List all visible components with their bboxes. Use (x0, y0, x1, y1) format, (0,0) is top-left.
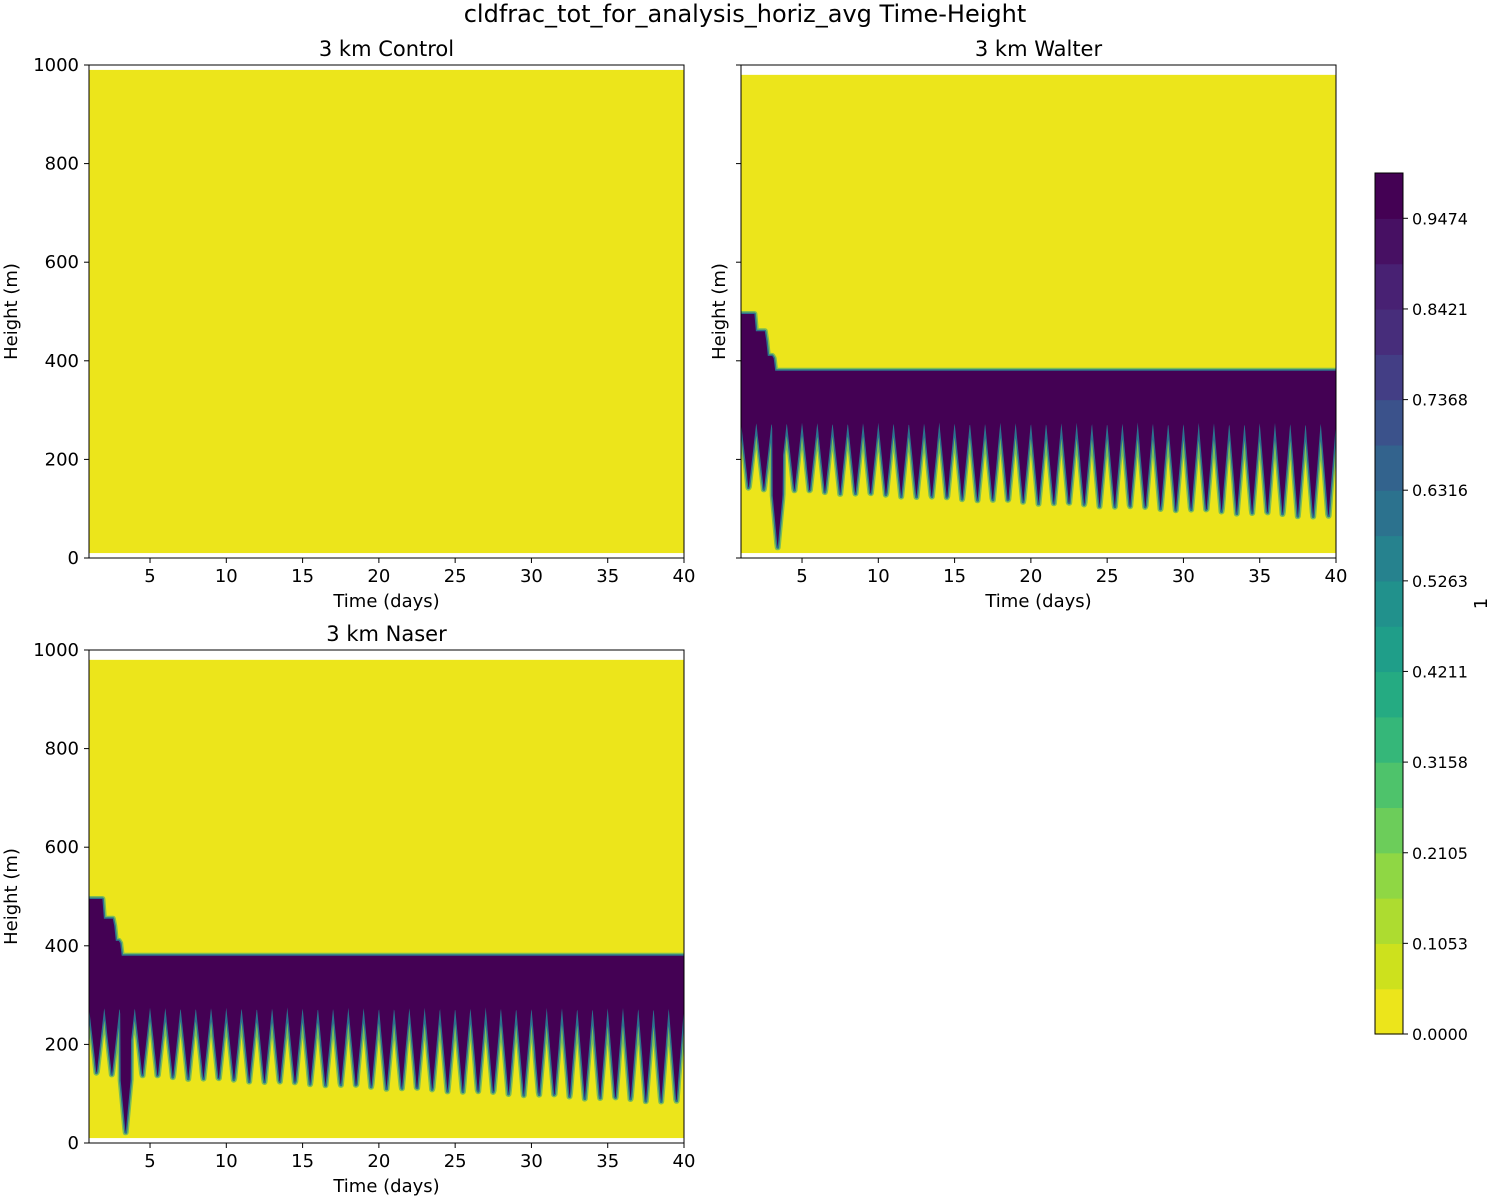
x-tick-label: 5 (144, 1151, 155, 1172)
x-tick-label: 30 (520, 566, 543, 587)
x-tick-label: 15 (291, 566, 314, 587)
colorbar-segment (1375, 444, 1403, 491)
x-tick-label: 20 (367, 1151, 390, 1172)
x-tick-label: 30 (520, 1151, 543, 1172)
panel-title: 3 km Walter (975, 37, 1103, 61)
plot-area (89, 69, 684, 554)
x-tick-label: 25 (444, 566, 467, 587)
colorbar-segment (1375, 263, 1403, 310)
y-tick-label: 400 (45, 936, 79, 957)
colorbar-tick-label: 0.0000 (1412, 1025, 1468, 1044)
x-tick-label: 40 (673, 566, 696, 587)
axes-frame (88, 649, 685, 1144)
x-tick-label: 5 (796, 566, 807, 587)
colorbar-segment (1375, 671, 1403, 718)
panel-title: 3 km Control (319, 37, 454, 61)
plot-area (741, 74, 1336, 554)
y-tick-label: 600 (45, 252, 79, 273)
x-axis-label: Time (days) (332, 591, 439, 612)
colorbar-tick-label: 0.8421 (1412, 300, 1468, 319)
y-tick-label: 400 (45, 351, 79, 372)
y-tick-label: 600 (45, 837, 79, 858)
y-axis-label: Height (m) (1, 263, 22, 360)
x-tick-label: 10 (215, 566, 238, 587)
cloud-layer (741, 314, 1336, 548)
y-tick-label: 0 (68, 1133, 79, 1154)
y-tick-label: 800 (45, 154, 79, 175)
colorbar-frame (1374, 172, 1404, 1035)
figure-suptitle: cldfrac_tot_for_analysis_horiz_avg Time-… (464, 0, 1027, 28)
colorbar-tick-label: 0.9474 (1412, 209, 1468, 228)
x-tick-label: 10 (867, 566, 890, 587)
colorbar-segment (1375, 218, 1403, 265)
colorbar-tick-label: 0.5263 (1412, 572, 1468, 591)
colorbar-segment (1375, 762, 1403, 809)
colorbar-tick-label: 0.2105 (1412, 844, 1468, 863)
colorbar-segment (1375, 716, 1403, 763)
axes-frame (88, 64, 685, 559)
colorbar-segment (1375, 943, 1403, 990)
x-tick-label: 40 (1325, 566, 1348, 587)
colorbar-tick-label: 0.1053 (1412, 934, 1468, 953)
y-tick-label: 1000 (33, 640, 79, 661)
colorbar-tick-label: 0.7368 (1412, 391, 1468, 410)
x-tick-label: 15 (291, 1151, 314, 1172)
y-tick-label: 0 (68, 548, 79, 569)
colorbar-tick-label: 0.4211 (1412, 662, 1468, 681)
colorbar-segment (1375, 626, 1403, 673)
x-tick-label: 20 (1019, 566, 1042, 587)
y-axis-label: Height (m) (1, 848, 22, 945)
x-tick-label: 25 (444, 1151, 467, 1172)
x-tick-label: 25 (1096, 566, 1119, 587)
colorbar-tick-label: 0.6316 (1412, 481, 1468, 500)
x-tick-label: 15 (943, 566, 966, 587)
colorbar: 0.0000 0.1053 0.2105 0.3158 0.4211 0.5263 0.63… (1374, 172, 1492, 1044)
field-background (89, 69, 684, 554)
colorbar-segment (1375, 354, 1403, 401)
y-axis-label: Height (m) (709, 263, 730, 360)
x-tick-label: 35 (596, 1151, 619, 1172)
x-axis-label: Time (days) (332, 1176, 439, 1197)
axes-frame (740, 64, 1337, 559)
x-axis-label: Time (days) (984, 591, 1091, 612)
colorbar-segment (1375, 490, 1403, 537)
x-tick-label: 5 (144, 566, 155, 587)
x-tick-label: 20 (367, 566, 390, 587)
y-tick-label: 200 (45, 1034, 79, 1055)
colorbar-segment (1375, 807, 1403, 854)
y-tick-label: 800 (45, 739, 79, 760)
colorbar-segment (1375, 580, 1403, 627)
colorbar-segment (1375, 852, 1403, 899)
colorbar-segment (1375, 308, 1403, 355)
panel-title: 3 km Naser (326, 622, 447, 646)
colorbar-segment (1375, 898, 1403, 944)
colorbar-segment (1375, 988, 1403, 1035)
plot-area (89, 659, 684, 1139)
colorbar-segment (1375, 399, 1403, 446)
colorbar-segment (1375, 535, 1403, 582)
x-tick-label: 35 (1248, 566, 1271, 587)
cloud-layer (89, 899, 684, 1133)
x-tick-label: 35 (596, 566, 619, 587)
colorbar-tick-label: 0.3158 (1412, 753, 1468, 772)
x-tick-label: 10 (215, 1151, 238, 1172)
panel-walter: 5 10 15 20 25 30 35 40 3 km Walter Time (days) Hei… (709, 37, 1347, 612)
x-tick-label: 40 (673, 1151, 696, 1172)
colorbar-segment (1375, 173, 1403, 219)
y-tick-label: 200 (45, 449, 79, 470)
colorbar-label: 1 (1471, 598, 1492, 609)
x-tick-label: 30 (1172, 566, 1195, 587)
y-tick-label: 1000 (33, 55, 79, 76)
